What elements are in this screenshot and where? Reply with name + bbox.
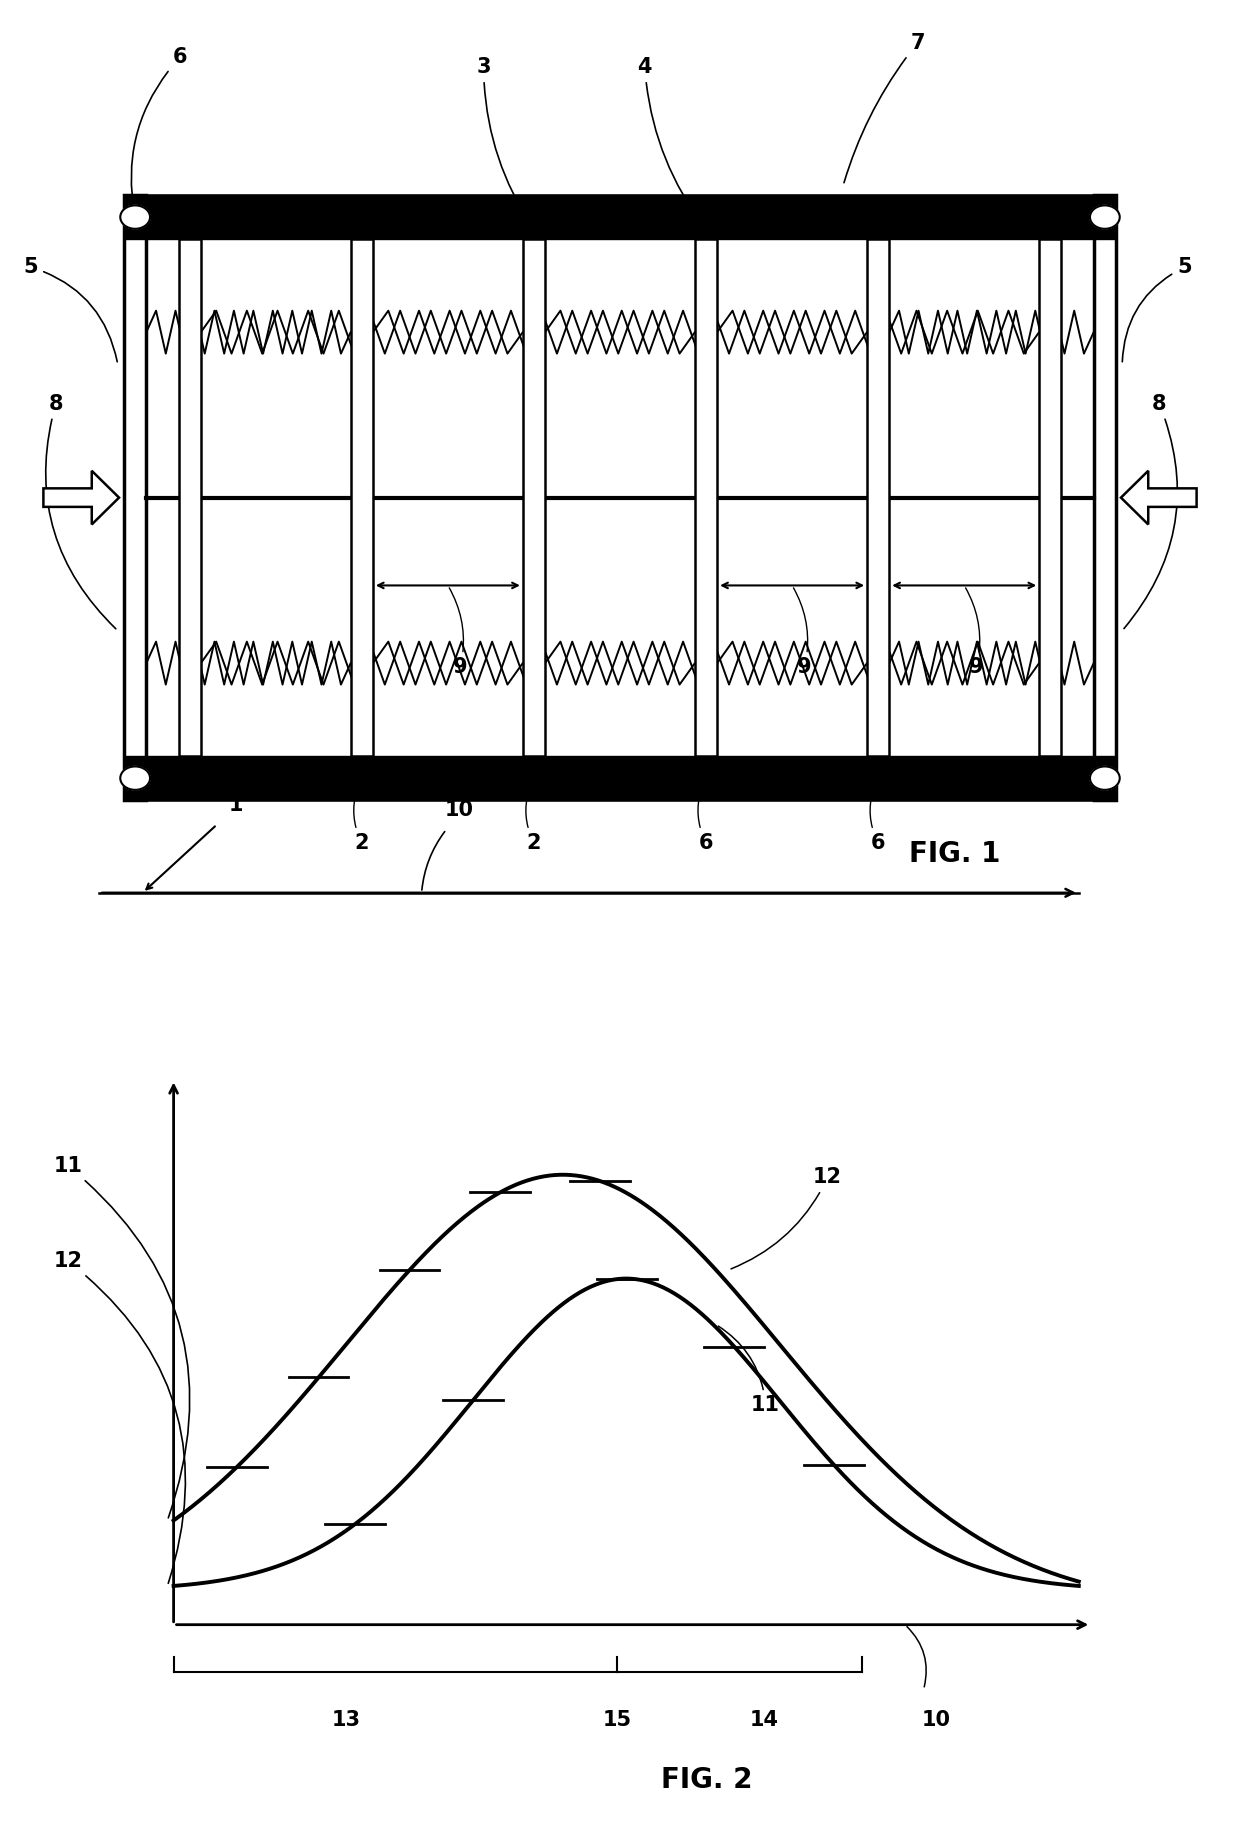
Text: 8: 8 bbox=[46, 394, 115, 630]
Text: 7: 7 bbox=[844, 33, 925, 182]
Text: 12: 12 bbox=[730, 1167, 842, 1268]
Text: 6: 6 bbox=[131, 48, 187, 214]
Text: 6: 6 bbox=[698, 781, 713, 852]
Text: 5: 5 bbox=[24, 258, 118, 363]
Text: 14: 14 bbox=[750, 1710, 779, 1731]
Circle shape bbox=[120, 206, 150, 228]
Text: 4: 4 bbox=[637, 57, 704, 226]
Text: 15: 15 bbox=[603, 1710, 631, 1731]
Circle shape bbox=[1090, 766, 1120, 790]
Bar bbox=[124, 757, 1116, 801]
Text: 6: 6 bbox=[870, 781, 885, 852]
Text: 2: 2 bbox=[526, 781, 541, 852]
Text: 9: 9 bbox=[794, 587, 812, 677]
Text: 10: 10 bbox=[921, 1710, 950, 1731]
Text: FIG. 2: FIG. 2 bbox=[661, 1766, 753, 1795]
FancyArrow shape bbox=[1121, 471, 1197, 525]
Circle shape bbox=[120, 766, 150, 790]
Text: 11: 11 bbox=[53, 1156, 190, 1517]
Text: 9: 9 bbox=[966, 587, 983, 677]
Bar bbox=[1039, 239, 1061, 757]
Bar bbox=[179, 239, 201, 757]
Text: 10: 10 bbox=[444, 799, 474, 819]
Text: FIG. 1: FIG. 1 bbox=[909, 839, 1001, 867]
Text: 11: 11 bbox=[718, 1326, 780, 1416]
Bar bbox=[124, 195, 146, 801]
Text: 13: 13 bbox=[331, 1710, 361, 1731]
Text: 9: 9 bbox=[449, 587, 467, 677]
Text: 5: 5 bbox=[1122, 258, 1192, 363]
Text: 3: 3 bbox=[476, 57, 532, 226]
Bar bbox=[523, 239, 546, 757]
Text: 12: 12 bbox=[53, 1252, 186, 1583]
Bar bbox=[694, 239, 717, 757]
Bar bbox=[351, 239, 373, 757]
Bar bbox=[1094, 195, 1116, 801]
Circle shape bbox=[1090, 206, 1120, 228]
FancyArrow shape bbox=[43, 471, 119, 525]
Bar bbox=[124, 195, 1116, 801]
Text: 2: 2 bbox=[353, 781, 370, 852]
Bar bbox=[124, 195, 1116, 239]
Bar bbox=[867, 239, 889, 757]
Text: 1: 1 bbox=[228, 795, 243, 816]
Text: 8: 8 bbox=[1123, 394, 1177, 628]
